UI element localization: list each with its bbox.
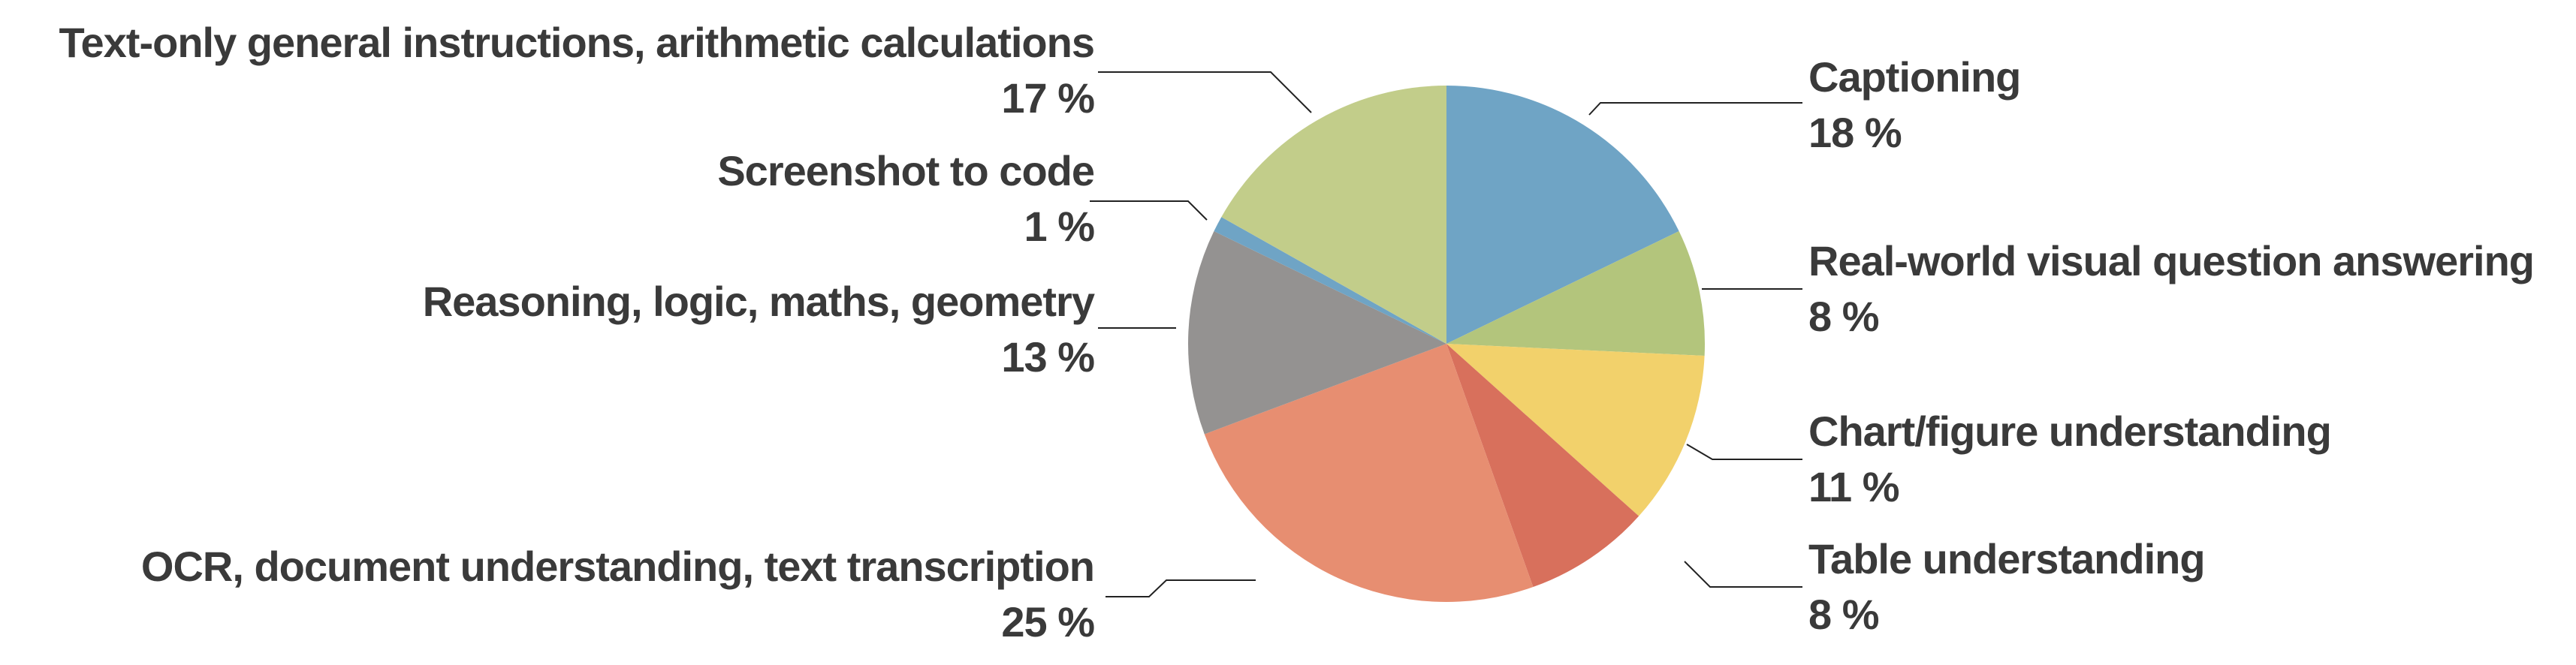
label-real-world-vqa-text: Real-world visual question answering <box>1808 237 2535 284</box>
pie-slice-text-only <box>1221 86 1446 344</box>
label-screenshot-to-code-pct: 1 % <box>1024 203 1095 250</box>
leader-screenshot-to-code <box>1090 200 1208 221</box>
label-screenshot-to-code-text: Screenshot to code <box>717 147 1095 194</box>
pie-slice-chart-figure <box>1446 344 1705 516</box>
pie-slice-screenshot-to-code <box>1214 217 1446 344</box>
label-ocr-document-pct: 25 % <box>1001 598 1095 645</box>
label-real-world-vqa: Real-world visual question answering 8 % <box>1808 233 2535 345</box>
label-captioning: Captioning 18 % <box>1808 50 2021 161</box>
leader-text-only <box>1098 71 1312 113</box>
label-table-understanding-text: Table understanding <box>1808 535 2206 582</box>
label-ocr-document-text: OCR, document understanding, text transc… <box>140 543 1095 590</box>
label-table-understanding-pct: 8 % <box>1808 591 1879 638</box>
label-captioning-pct: 18 % <box>1808 109 1902 156</box>
label-chart-figure: Chart/figure understanding 11 % <box>1808 404 2332 515</box>
pie-slice-real-world-vqa <box>1446 231 1706 357</box>
label-ocr-document: OCR, document understanding, text transc… <box>140 539 1095 650</box>
label-text-only-text: Text-only general instructions, arithmet… <box>59 19 1095 66</box>
leader-lines-group <box>1090 71 1802 597</box>
label-table-understanding: Table understanding 8 % <box>1808 531 2206 642</box>
leader-chart-figure <box>1686 444 1802 460</box>
label-reasoning: Reasoning, logic, maths, geometry 13 % <box>422 274 1095 385</box>
label-chart-figure-text: Chart/figure understanding <box>1808 408 2332 455</box>
label-text-only-pct: 17 % <box>1001 74 1095 122</box>
pie-slice-reasoning <box>1187 231 1446 435</box>
pie-slice-captioning <box>1446 86 1679 344</box>
label-text-only: Text-only general instructions, arithmet… <box>59 15 1095 126</box>
pie-slice-ocr-document <box>1204 344 1534 603</box>
label-captioning-text: Captioning <box>1808 53 2021 101</box>
label-real-world-vqa-pct: 8 % <box>1808 293 1879 340</box>
leader-table-understanding <box>1684 561 1802 588</box>
label-reasoning-pct: 13 % <box>1001 333 1095 381</box>
label-reasoning-text: Reasoning, logic, maths, geometry <box>422 278 1095 325</box>
leader-ocr-document <box>1106 579 1256 597</box>
pie-slice-table-understanding <box>1446 344 1639 588</box>
leader-captioning <box>1588 102 1802 116</box>
label-screenshot-to-code: Screenshot to code 1 % <box>717 143 1095 254</box>
label-chart-figure-pct: 11 % <box>1808 463 1900 510</box>
pie-slices-group <box>1187 86 1706 603</box>
